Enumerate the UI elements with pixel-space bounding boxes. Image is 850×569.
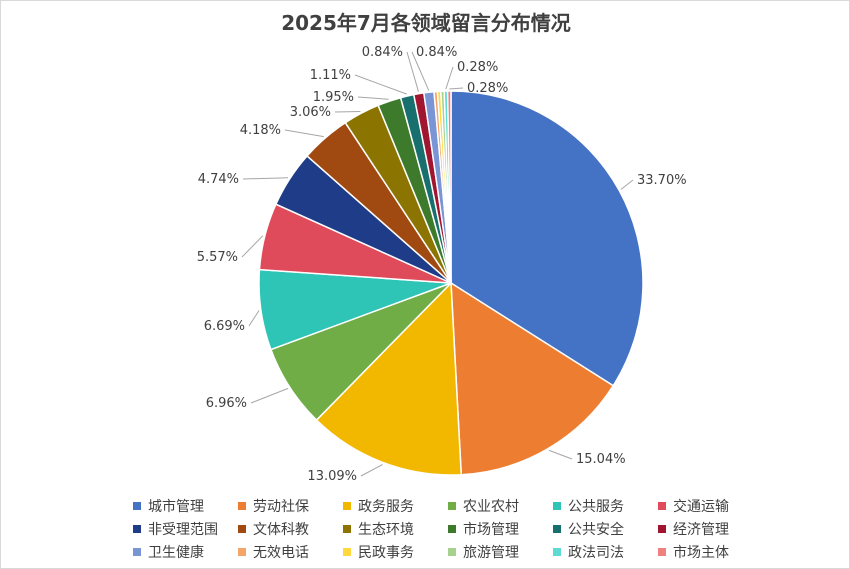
- data-label-1: 33.70%: [637, 173, 687, 188]
- legend-item: 农业农村: [448, 495, 553, 516]
- legend-label: 交通运输: [673, 498, 729, 515]
- leader-line-3: [360, 464, 383, 477]
- leader-line-10: [357, 96, 389, 100]
- leader-line-17: [445, 66, 454, 90]
- legend-label: 政务服务: [358, 498, 414, 515]
- legend-swatch: [448, 501, 456, 510]
- legend-label: 生态环境: [358, 521, 414, 538]
- legend-label: 民政事务: [358, 544, 414, 561]
- legend-label: 城市管理: [148, 498, 204, 515]
- legend-label: 文体科教: [253, 521, 309, 538]
- data-label-10: 1.95%: [313, 90, 354, 105]
- legend-item: 政法司法: [553, 541, 658, 562]
- legend-label: 经济管理: [673, 521, 729, 538]
- legend-item: 市场主体: [658, 541, 763, 562]
- legend-item: 劳动社保: [238, 495, 343, 516]
- data-label-7: 4.74%: [198, 172, 239, 187]
- leader-line-18: [449, 87, 464, 90]
- legend-swatch: [553, 501, 561, 510]
- legend-item: 经济管理: [658, 518, 763, 539]
- legend-label: 公共服务: [568, 498, 624, 515]
- legend-item: 文体科教: [238, 518, 343, 539]
- data-label-11: 1.11%: [310, 68, 351, 83]
- legend-swatch: [133, 524, 141, 533]
- legend-label: 公共安全: [568, 521, 624, 538]
- leader-line-13: [411, 51, 430, 91]
- legend-item: 卫生健康: [133, 541, 238, 562]
- leader-line-6: [241, 235, 264, 258]
- legend-swatch: [553, 547, 561, 556]
- legend-swatch: [238, 501, 246, 510]
- data-label-9: 3.06%: [290, 105, 331, 120]
- legend-item: 交通运输: [658, 495, 763, 516]
- legend-item: 民政事务: [343, 541, 448, 562]
- legend-swatch: [658, 501, 666, 510]
- data-label-4: 6.96%: [206, 396, 247, 411]
- legend-swatch: [343, 501, 351, 510]
- legend-swatch: [133, 501, 141, 510]
- data-label-8: 4.18%: [240, 123, 281, 138]
- legend-swatch: [553, 524, 561, 533]
- legend-swatch: [133, 547, 141, 556]
- data-label-13: 0.84%: [416, 45, 457, 60]
- data-label-12: 0.84%: [362, 45, 403, 60]
- leader-line-4: [250, 387, 289, 404]
- data-label-5: 6.69%: [204, 319, 245, 334]
- legend-item: 旅游管理: [448, 541, 553, 562]
- legend-label: 劳动社保: [253, 498, 309, 515]
- legend-item: 非受理范围: [133, 518, 238, 539]
- legend-item: 城市管理: [133, 495, 238, 516]
- legend-label: 市场管理: [463, 521, 519, 538]
- leader-line-1: [620, 179, 634, 190]
- leader-line-11: [354, 74, 407, 95]
- leader-line-12: [406, 51, 419, 92]
- legend-item: 生态环境: [343, 518, 448, 539]
- legend-label: 非受理范围: [148, 521, 218, 538]
- data-label-18: 0.28%: [467, 81, 508, 96]
- legend: 城市管理 劳动社保 政务服务 农业农村 公共服务 交通运输非受理范围 文体科教 生态环境 市场管…: [133, 495, 773, 562]
- legend-label: 政法司法: [568, 544, 624, 561]
- leader-line-5: [248, 310, 260, 327]
- legend-item: 公共安全: [553, 518, 658, 539]
- chart-title: 2025年7月各领域留言分布情况: [281, 11, 571, 35]
- legend-swatch: [448, 524, 456, 533]
- legend-swatch: [658, 547, 666, 556]
- legend-swatch: [448, 547, 456, 556]
- legend-item: 公共服务: [553, 495, 658, 516]
- pie-slice-18: [446, 90, 452, 284]
- legend-swatch: [238, 547, 246, 556]
- leader-line-7: [242, 177, 289, 180]
- legend-swatch: [238, 524, 246, 533]
- pie-slice-3: [315, 281, 463, 476]
- legend-item: 市场管理: [448, 518, 553, 539]
- legend-swatch: [343, 524, 351, 533]
- pie-slice-2: [450, 281, 615, 476]
- legend-label: 无效电话: [253, 544, 309, 561]
- legend-item: 无效电话: [238, 541, 343, 562]
- legend-item: 政务服务: [343, 495, 448, 516]
- legend-label: 卫生健康: [148, 544, 204, 561]
- legend-label: 农业农村: [463, 498, 519, 515]
- legend-label: 旅游管理: [463, 544, 519, 561]
- pie-slice-1: [450, 90, 644, 387]
- data-label-3: 13.09%: [307, 469, 357, 484]
- data-label-17: 0.28%: [457, 60, 498, 75]
- data-label-6: 5.57%: [197, 250, 238, 265]
- data-label-2: 15.04%: [576, 452, 626, 467]
- pie-chart: 33.70% 15.04% 13.09% 6.96% 6.69% 5.57% 4.74% 4.…: [197, 45, 687, 484]
- leader-line-9: [334, 111, 361, 113]
- leader-line-8: [284, 129, 324, 138]
- legend-label: 市场主体: [673, 544, 729, 561]
- leader-line-2: [548, 449, 573, 460]
- legend-swatch: [658, 524, 666, 533]
- legend-swatch: [343, 547, 351, 556]
